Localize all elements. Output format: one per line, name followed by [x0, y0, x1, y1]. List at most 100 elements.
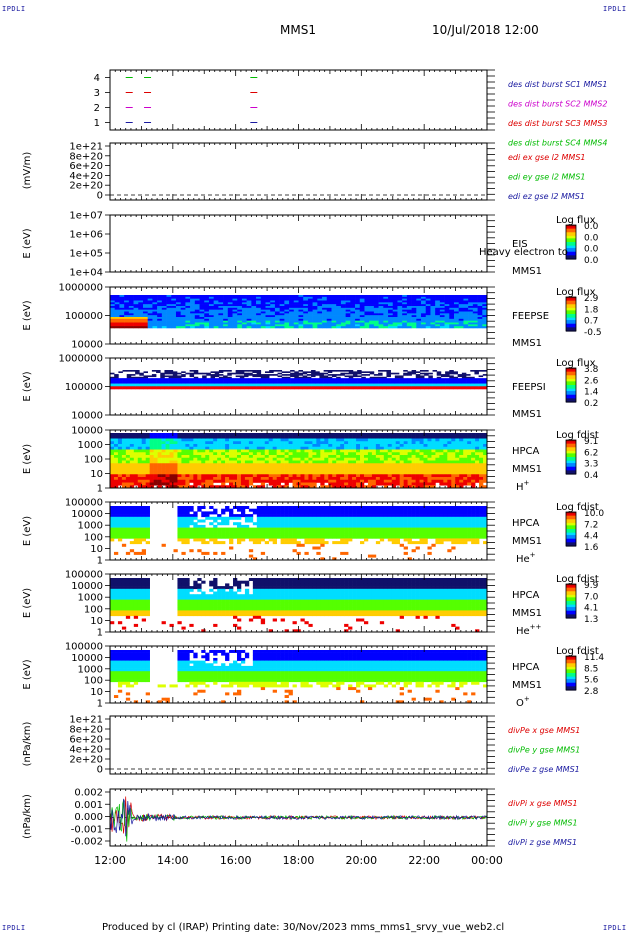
heatmap-cell [265, 315, 271, 318]
heatmap-cell [340, 477, 345, 481]
heatmap-cell [197, 477, 202, 481]
heatmap-cell [251, 298, 257, 301]
heatmap-cell [161, 468, 166, 472]
heatmap-cell [239, 378, 245, 380]
colorbar-cell [566, 301, 576, 304]
heatmap-cell [264, 375, 270, 378]
heatmap-cell [302, 387, 308, 390]
heatmap-cell [421, 298, 427, 301]
heatmap-cell [332, 384, 337, 387]
heatmap-cell [306, 371, 312, 374]
heatmap-cell [237, 318, 243, 321]
heatmap-cell [149, 433, 154, 437]
heatmap-cell [304, 460, 309, 464]
heatmap-cell [428, 383, 433, 386]
heatmap-cell [399, 441, 404, 445]
heatmap-cell [260, 307, 266, 310]
heatmap-cell [425, 326, 431, 329]
heatmap-cell [256, 311, 262, 314]
heatmap-cell [425, 298, 431, 301]
heatmap-cell [312, 311, 318, 314]
heatmap-cell [472, 304, 478, 307]
heatmap-cell [453, 379, 458, 382]
heatmap-cell [392, 317, 398, 320]
heatmap-cell [477, 317, 483, 320]
heatmap-cell [181, 438, 186, 442]
heatmap-cell [252, 433, 258, 437]
heatmap-cell [218, 298, 224, 301]
heatmap-cell [231, 386, 236, 388]
heatmap-cell [237, 307, 243, 310]
heatmap-cell [145, 441, 150, 445]
heatmap-cell [165, 466, 170, 470]
heatmap-cell [352, 438, 357, 442]
heatmap-cell [124, 302, 130, 305]
heatmap-cell [320, 449, 325, 453]
heatmap-cell [288, 455, 293, 459]
heatmap-cell [326, 300, 332, 303]
heatmap-cell [425, 309, 431, 312]
heatmap-cell [294, 375, 299, 378]
heatmap-cell [139, 384, 144, 387]
heatmap-cell [124, 311, 130, 314]
heatmap-cell [375, 435, 381, 439]
heatmap-cell [386, 384, 391, 387]
heatmap-cell [147, 300, 153, 303]
heatmap-cell [135, 383, 140, 386]
spacecraft-label: MMS1 [512, 409, 542, 420]
heatmap-cell [114, 300, 120, 303]
heatmap-cell [218, 318, 224, 321]
heatmap-cell [367, 482, 373, 486]
heatmap-cell [209, 457, 214, 461]
heatmap-cell [477, 296, 483, 299]
heatmap-cell [153, 455, 158, 459]
heatmap-cell [303, 315, 309, 318]
heatmap-cell [143, 379, 148, 382]
heatmap-cell [251, 320, 257, 323]
heatmap-cell [432, 370, 438, 372]
heatmap-cell [180, 315, 186, 318]
heatmap-cell [172, 384, 178, 387]
heatmap-cell [274, 300, 280, 303]
colorbar-cell [566, 395, 576, 398]
heatmap-cell [210, 375, 216, 378]
heatmap-cell [303, 302, 309, 305]
heatmap-cell [142, 315, 148, 318]
heatmap-cell [463, 313, 469, 316]
heatmap-cell [233, 460, 238, 464]
heatmap-cell [124, 295, 130, 298]
heatmap-cell [138, 296, 144, 299]
heatmap-cell [209, 474, 214, 478]
heatmap-cell [360, 438, 365, 442]
heatmap-cell [252, 387, 257, 390]
heatmap-cell [345, 318, 351, 321]
heatmap-cell [428, 386, 433, 388]
heatmap-cell [293, 309, 299, 312]
heatmap-cell [239, 376, 245, 379]
heatmap-cell [284, 477, 289, 481]
heatmap-cell [340, 302, 346, 305]
heatmap-cell [252, 441, 258, 445]
heatmap-cell [244, 444, 250, 448]
heatmap-cell [284, 317, 290, 320]
heatmap-cell [387, 441, 393, 445]
heatmap-cell [311, 387, 316, 390]
heatmap-cell [378, 298, 384, 301]
heatmap-cell [221, 433, 226, 437]
heatmap-cell [276, 455, 281, 459]
heatmap-cell [316, 479, 321, 483]
heatmap-cell [352, 446, 357, 450]
heatmap-cell [340, 383, 345, 386]
heatmap-cell [169, 444, 174, 448]
heatmap-cell [149, 460, 154, 464]
heatmap-cell [312, 441, 317, 445]
heatmap-cell [364, 315, 370, 318]
heatmap-cell [356, 471, 361, 475]
heatmap-cell [110, 326, 116, 329]
heatmap-cell [463, 324, 469, 327]
colorbar-cell [566, 310, 576, 313]
heatmap-cell [482, 380, 488, 383]
heatmap-cell [256, 386, 262, 388]
instrument-label: EIS [512, 239, 528, 250]
heatmap-cell [284, 304, 290, 307]
